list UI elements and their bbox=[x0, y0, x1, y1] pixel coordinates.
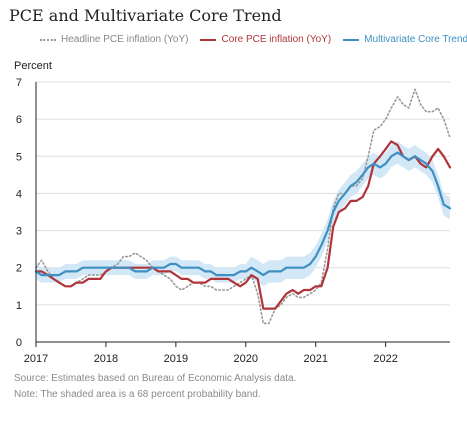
x-tick-label: 2020 bbox=[234, 353, 258, 365]
x-tick-label: 2018 bbox=[94, 353, 118, 365]
probability-band bbox=[36, 141, 450, 287]
chart-legend: Headline PCE inflation (YoY) Core PCE in… bbox=[40, 34, 467, 45]
series-layer bbox=[34, 88, 452, 325]
chart-title: PCE and Multivariate Core Trend bbox=[9, 6, 282, 25]
x-tick-label: 2022 bbox=[373, 353, 397, 365]
band-note: Note: The shaded area is a 68 percent pr… bbox=[14, 389, 261, 400]
legend-item-trend: Multivariate Core Trend bbox=[343, 34, 467, 45]
legend-label-trend: Multivariate Core Trend bbox=[364, 34, 467, 45]
legend-swatch-headline bbox=[40, 38, 56, 41]
y-tick-label: 7 bbox=[16, 77, 22, 89]
x-tick-label: 2019 bbox=[164, 353, 188, 365]
legend-swatch-core bbox=[200, 38, 217, 41]
y-tick-label: 6 bbox=[16, 114, 22, 126]
legend-item-core: Core PCE inflation (YoY) bbox=[200, 34, 331, 45]
y-tick-label: 0 bbox=[16, 337, 22, 349]
source-note: Source: Estimates based on Bureau of Eco… bbox=[14, 373, 297, 384]
x-tick-label: 2021 bbox=[303, 353, 327, 365]
multivariate-core-trend-line bbox=[34, 151, 452, 277]
legend-label-headline: Headline PCE inflation (YoY) bbox=[61, 34, 189, 45]
y-tick-label: 5 bbox=[16, 151, 22, 163]
core-pce-line bbox=[34, 140, 452, 310]
y-tick-label: 2 bbox=[16, 263, 22, 275]
legend-item-headline: Headline PCE inflation (YoY) bbox=[40, 34, 188, 45]
x-tick-label: 2017 bbox=[24, 353, 48, 365]
legend-swatch-trend bbox=[343, 38, 360, 41]
y-tick-label: 3 bbox=[16, 226, 22, 238]
legend-label-core: Core PCE inflation (YoY) bbox=[221, 34, 332, 45]
y-tick-label: 1 bbox=[16, 300, 22, 312]
y-tick-label: 4 bbox=[16, 188, 22, 200]
band-layer bbox=[36, 141, 450, 287]
y-axis-label: Percent bbox=[14, 60, 52, 72]
axis-layer: 0 1 2 3 4 5 6 7 2017 2018 2019 2020 2021 2022 bbox=[16, 77, 450, 365]
headline-pce-line bbox=[35, 88, 451, 325]
